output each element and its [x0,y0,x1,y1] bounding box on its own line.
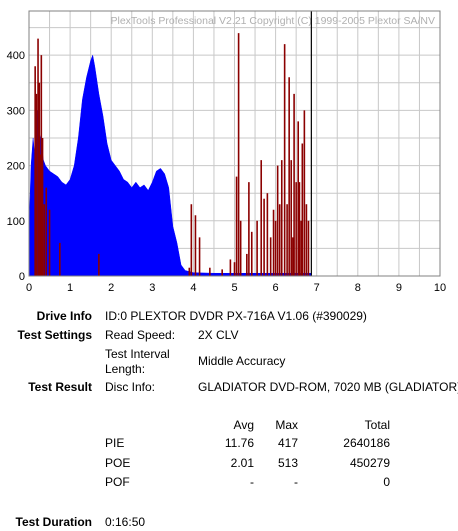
drive-info-value: ID:0 PLEXTOR DVDR PX-716A V1.06 (#390029… [105,309,367,323]
x-tick-label: 1 [67,282,73,294]
x-tick-label: 0 [26,282,32,294]
y-tick-label: 0 [19,271,25,283]
row-pie-name: PIE [105,436,125,450]
chart-series [28,33,312,277]
row-pie-total: 2640186 [343,436,390,450]
row-pof-name: POF [105,475,130,489]
error-chart: PlexTools Professional V2.21 Copyright (… [7,10,446,294]
x-tick-label: 4 [190,282,196,294]
test-duration-value: 0:16:50 [105,515,146,529]
col-avg-header: Avg [233,418,254,432]
col-total-header: Total [364,418,390,432]
test-result-label: Test Result [28,380,92,394]
row-poe-avg: 2.01 [230,456,254,470]
pie-series-area [28,54,312,277]
read-speed-label: Read Speed: [105,328,176,342]
x-tick-label: 10 [434,282,446,294]
row-poe-name: POE [105,456,131,470]
test-duration-label: Test Duration [15,515,92,529]
drive-info-label: Drive Info [36,309,92,323]
test-interval-label-line2: Length: [105,362,146,376]
x-tick-label: 6 [273,282,279,294]
row-pie-max: 417 [277,436,298,450]
row-pof-avg: - [250,475,254,489]
row-pof-total: 0 [383,475,390,489]
test-interval-label-line1: Test Interval [105,347,170,361]
y-tick-label: 400 [7,50,25,62]
plot-frame [28,10,441,277]
chart-watermark: PlexTools Professional V2.21 Copyright (… [111,15,436,27]
row-poe-max: 513 [277,456,298,470]
x-tick-label: 8 [355,282,361,294]
row-poe-total: 450279 [349,456,390,470]
test-settings-label: Test Settings [17,328,92,342]
disc-info-value: GLADIATOR DVD-ROM, 7020 MB (GLADIATOR) [198,380,458,394]
y-tick-label: 300 [7,105,25,117]
y-tick-label: 100 [7,216,25,228]
row-pie-avg: 11.76 [224,436,254,450]
x-tick-label: 2 [108,282,114,294]
x-tick-label: 3 [149,282,155,294]
test-interval-value: Middle Accuracy [198,354,286,368]
x-tick-label: 7 [314,282,320,294]
y-tick-label: 200 [7,161,25,173]
col-max-header: Max [275,418,298,432]
row-pof-max: - [294,475,298,489]
read-speed-value: 2X CLV [198,328,239,342]
x-tick-label: 9 [396,282,402,294]
disc-info-label: Disc Info: [105,380,156,394]
x-tick-label: 5 [231,282,237,294]
